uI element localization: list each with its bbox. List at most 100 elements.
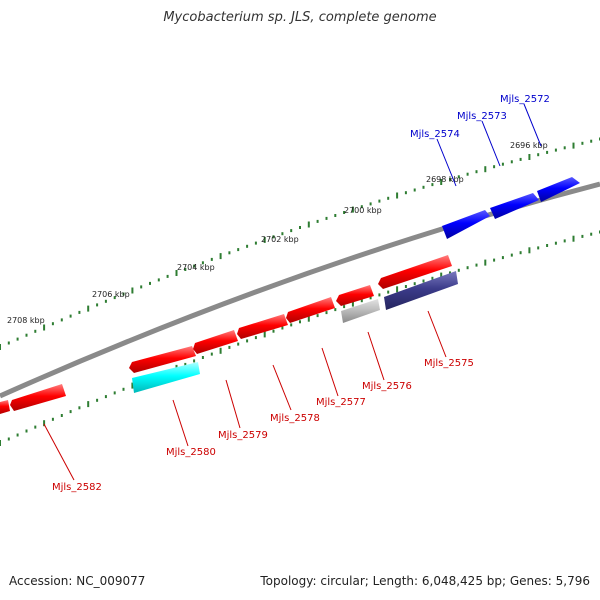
gene-label[interactable]: Mjls_2573 [457, 111, 507, 122]
major-tick [43, 324, 46, 331]
gene-arrow-unlabeled-left[interactable] [0, 400, 10, 414]
minor-tick [581, 141, 584, 145]
gene-label[interactable]: Mjls_2575 [424, 358, 474, 369]
gene-label[interactable]: Mjls_2580 [166, 447, 216, 458]
minor-tick [201, 261, 204, 265]
minor-tick [501, 256, 504, 260]
minor-tick [493, 165, 496, 169]
minor-tick [228, 251, 231, 255]
major-tick [307, 221, 310, 228]
major-tick [43, 420, 46, 427]
kbp-label: 2702 kbp [261, 235, 299, 244]
minor-tick [554, 148, 557, 152]
minor-tick [475, 263, 478, 267]
reverse-strand-genes [0, 255, 458, 414]
gene-arrow-Mjls_2576a[interactable] [336, 285, 374, 306]
major-tick [528, 154, 531, 160]
kbp-label: 2698 kbp [426, 175, 464, 184]
topology-text: Topology: circular; Length: 6,048,425 bp… [260, 574, 590, 588]
major-tick [572, 142, 575, 149]
minor-tick [246, 339, 249, 343]
minor-tick [369, 202, 372, 206]
gene-label[interactable]: Mjls_2582 [52, 482, 102, 493]
map-title: Mycobacterium sp. JLS, complete genome [163, 10, 437, 25]
reverse-label-leaders [43, 310, 447, 481]
minor-tick [184, 268, 187, 271]
gene-label[interactable]: Mjls_2572 [500, 94, 550, 105]
minor-tick [510, 253, 513, 257]
major-tick [175, 270, 178, 276]
major-tick [484, 166, 487, 173]
minor-tick [413, 282, 416, 286]
major-tick [87, 305, 90, 312]
minor-tick [519, 251, 522, 255]
kbp-label: 2700 kbp [344, 206, 382, 215]
minor-tick [581, 234, 584, 238]
minor-tick [537, 246, 540, 250]
gene-label[interactable]: Mjls_2578 [270, 413, 320, 424]
gene-arrow-Mjls_2578[interactable] [237, 314, 288, 339]
kbp-scale: 2696 kbp 2698 kbp 2700 kbp 2702 kbp 2704… [7, 141, 548, 325]
minor-tick [246, 244, 249, 248]
minor-tick [122, 292, 125, 296]
minor-tick [590, 232, 593, 236]
minor-tick [193, 264, 196, 268]
gene-arrow-Mjls_2582[interactable] [10, 384, 66, 411]
minor-tick [140, 285, 143, 289]
gene-arrow-Mjls_2581[interactable] [129, 346, 196, 373]
kbp-label: 2708 kbp [7, 316, 45, 325]
minor-tick [113, 391, 116, 395]
gene-arrow-Mjls_2577[interactable] [286, 297, 335, 323]
minor-tick [78, 310, 81, 314]
major-tick [263, 331, 266, 338]
minor-tick [34, 425, 37, 429]
minor-tick [378, 293, 381, 297]
major-tick [219, 347, 222, 354]
minor-tick [387, 290, 390, 294]
minor-tick [25, 429, 28, 433]
minor-tick [193, 359, 196, 363]
minor-tick [78, 406, 81, 410]
reverse-gene-labels: Mjls_2575 Mjls_2576 Mjls_2577 Mjls_2578 … [52, 358, 474, 493]
major-tick [528, 247, 531, 254]
minor-tick [369, 296, 372, 300]
major-tick [87, 401, 90, 408]
gene-label[interactable]: Mjls_2576 [362, 381, 412, 392]
gene-arrow-Mjls_2576[interactable] [341, 299, 380, 323]
minor-tick [563, 239, 566, 243]
minor-tick [404, 285, 407, 288]
minor-tick [325, 311, 328, 315]
minor-tick [422, 185, 425, 189]
minor-tick [237, 342, 240, 346]
gene-arrow-Mjls_2580[interactable] [132, 362, 200, 393]
minor-tick [316, 219, 319, 223]
minor-tick [201, 356, 204, 359]
gene-arrow-Mjls_2572[interactable] [537, 177, 580, 202]
minor-tick [493, 258, 496, 262]
minor-tick [404, 191, 407, 195]
minor-tick [510, 160, 513, 164]
major-tick [131, 287, 134, 294]
gene-arrow-Mjls_2575[interactable] [384, 271, 458, 310]
minor-tick [7, 437, 10, 441]
gene-arrow-Mjls_2573[interactable] [490, 193, 539, 219]
kbp-label: 2704 kbp [177, 263, 215, 272]
gene-label[interactable]: Mjls_2579 [218, 430, 268, 441]
minor-tick [449, 177, 451, 181]
minor-tick [290, 323, 293, 327]
major-tick [0, 440, 1, 446]
forward-label-leaders [436, 103, 542, 187]
accession-text: Accession: NC_009077 [9, 574, 146, 588]
gene-arrow-Mjls_2574[interactable] [442, 210, 490, 239]
major-tick [351, 300, 354, 307]
minor-tick [122, 387, 125, 391]
minor-tick [166, 274, 169, 278]
gene-arrow-Mjls_2579[interactable] [193, 330, 238, 354]
minor-tick [360, 299, 363, 303]
gene-label[interactable]: Mjls_2577 [316, 397, 366, 408]
minor-tick [299, 226, 301, 229]
minor-tick [96, 398, 99, 402]
minor-tick [69, 410, 72, 414]
gene-label[interactable]: Mjls_2574 [410, 129, 460, 140]
gene-arrow-Mjls_2575a[interactable] [378, 255, 452, 289]
